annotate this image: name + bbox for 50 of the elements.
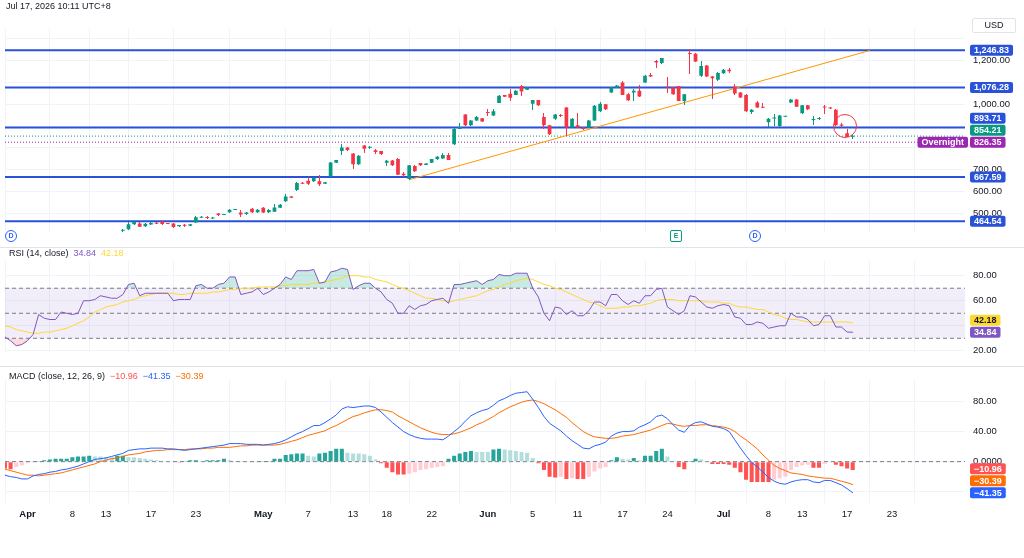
x-tick-label: 23 — [190, 508, 202, 520]
y-tick-label: 500.00 — [973, 207, 1003, 219]
annotation: −10.96 — [110, 371, 138, 381]
x-tick-label: 13 — [347, 508, 359, 520]
x-tick-label: 11 — [572, 508, 583, 520]
annotation: −30.39 — [175, 371, 204, 381]
y-tick-label: 40.00 — [973, 425, 997, 437]
text: 42.18 — [101, 248, 124, 258]
x-tick-label: 18 — [381, 508, 393, 520]
text: Jul 17, 2026 10:11 UTC+8 — [6, 1, 111, 12]
text: −10.96 — [974, 463, 1002, 474]
chart-title: MACD (close, 12, 26, 9) — [9, 371, 106, 381]
chart-title: RSI (14, close) — [9, 248, 69, 258]
x-tick-label: 5 — [530, 508, 536, 520]
ref-line-label: 1,076.28 — [974, 82, 1010, 93]
annotation: −41.35 — [142, 371, 171, 381]
x-tick-label: 17 — [617, 508, 628, 520]
x-tick-label: 24 — [662, 508, 673, 520]
y-tick-label: 600.00 — [973, 185, 1003, 197]
x-tick-label: Apr — [19, 508, 36, 520]
x-tick-label: 8 — [765, 508, 772, 520]
y-tick-label: 20.00 — [973, 344, 997, 356]
annotation: Overnight — [921, 137, 965, 148]
text: −30.39 — [974, 475, 1002, 486]
y-tick-label: 80.00 — [973, 269, 997, 281]
ref-line-label: 826.35 — [974, 137, 1002, 148]
y-tick-label: 80.00 — [973, 395, 997, 407]
ref-line-label: 1,246.83 — [974, 45, 1010, 56]
x-tick-label: 13 — [796, 508, 808, 520]
x-tick-label: Jun — [479, 508, 497, 520]
x-tick-label: 8 — [69, 508, 76, 520]
ref-line-label: 893.71 — [974, 113, 1002, 124]
x-tick-label: May — [254, 508, 274, 520]
ref-line-label: 464.54 — [974, 216, 1002, 227]
x-tick-label: 17 — [145, 508, 157, 520]
text: 34.84 — [73, 248, 97, 258]
x-tick-label: 13 — [100, 508, 112, 520]
y-tick-label: 60.00 — [973, 294, 997, 306]
text: −41.35 — [974, 487, 1002, 498]
text: 42.18 — [974, 315, 997, 326]
ref-line-label: 854.21 — [974, 125, 1002, 136]
x-tick-label: 23 — [886, 508, 898, 520]
y-tick-label: 1,200.00 — [973, 54, 1010, 66]
x-tick-label: 22 — [426, 508, 437, 520]
y-tick-label: 1,000.00 — [973, 97, 1010, 109]
y-axis-title: USD — [972, 18, 1016, 33]
x-tick-label: 7 — [305, 508, 311, 520]
text: 34.84 — [974, 327, 997, 338]
x-tick-label: Jul — [716, 508, 731, 520]
x-tick-label: 17 — [841, 508, 853, 520]
